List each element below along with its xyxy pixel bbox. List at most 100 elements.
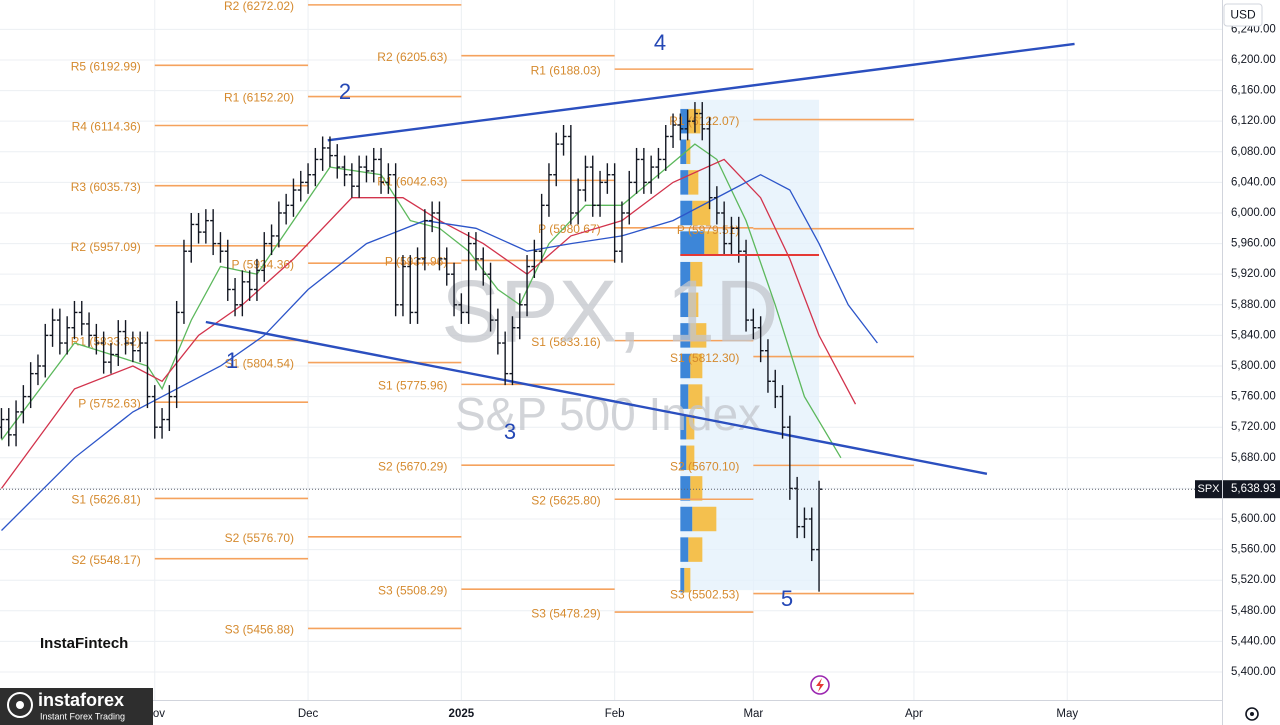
pivot-label: S3 (5456.88) [225, 623, 294, 637]
pivot-label: S1 (5775.96) [378, 379, 447, 393]
symbol-label: SPX [1197, 483, 1220, 495]
volume-up [680, 292, 689, 318]
y-tick-label: 5,840.00 [1231, 329, 1276, 341]
brand-icon-center [16, 701, 24, 709]
pivot-label: S2 (5670.10) [670, 460, 739, 474]
moving-average [1, 173, 878, 531]
pivot-label: S1 (5833.16) [531, 335, 600, 349]
brand-tagline: Instant Forex Trading [40, 711, 125, 721]
x-tick-label: Dec [298, 708, 319, 720]
y-tick-label: 5,960.00 [1231, 238, 1276, 250]
volume-down [690, 261, 703, 287]
pivot-label: R1 (6122.07) [669, 114, 739, 128]
watermark: SPX, 1D S&P 500 Index [441, 261, 778, 440]
settings-icon[interactable] [1245, 707, 1259, 721]
y-tick-label: 5,480.00 [1231, 605, 1276, 617]
y-tick-label: 6,120.00 [1231, 115, 1276, 127]
wave-label: 2 [339, 79, 351, 104]
currency[interactable]: USD [1230, 8, 1256, 22]
pivot-label: S1 (5804.54) [225, 357, 294, 371]
plot-front: 1 2 3 4 5 [0, 30, 1196, 611]
volume-down [690, 353, 703, 379]
pivot-label: R1 (6042.63) [377, 175, 447, 189]
y-tick-label: 5,880.00 [1231, 299, 1276, 311]
pivot-label: S3 (5478.29) [531, 606, 600, 620]
fintech-logo: InstaFintech [40, 635, 128, 652]
volume-down [686, 414, 695, 440]
last-price-tag [1223, 480, 1280, 499]
pivot-label: P (5752.63) [78, 396, 141, 410]
volume-up [680, 537, 689, 562]
trendline [327, 42, 1075, 142]
y-tick-label: 5,680.00 [1231, 452, 1276, 464]
trendline [205, 320, 988, 476]
volume-down [684, 567, 691, 593]
volume-down [688, 292, 699, 318]
price-axis-panel [1222, 0, 1280, 725]
volume-down [688, 537, 703, 562]
plot-back: R5 (6192.99) R4 (6114.36) R3 (6035.73) R2 (… [0, 0, 1222, 700]
volume-down [692, 200, 711, 226]
y-tick-label: 5,520.00 [1231, 574, 1276, 586]
pivot-label: R5 (6192.99) [71, 60, 141, 74]
gear-inner[interactable] [1250, 712, 1254, 716]
x-tick-label: Feb [605, 708, 625, 720]
watermark-name: S&P 500 Index [455, 388, 761, 440]
volume-up [680, 445, 687, 471]
wave-label: 1 [226, 348, 238, 373]
volume-up [680, 170, 689, 195]
pivot-label: S3 (5502.53) [670, 588, 739, 602]
y-tick-label: 5,800.00 [1231, 360, 1276, 372]
y-tick-label: 5,760.00 [1231, 391, 1276, 403]
moving-average [0, 158, 857, 489]
volume-up [680, 108, 689, 134]
gear-outer[interactable] [1245, 707, 1259, 721]
x-tick-label: Apr [905, 708, 923, 720]
y-tick-label: 6,040.00 [1231, 176, 1276, 188]
volume-up [680, 139, 687, 165]
alert-bolt[interactable] [816, 678, 824, 692]
volume-up [680, 476, 691, 501]
pivot-label: S2 (5625.80) [531, 493, 600, 507]
pivot-label: P (5934.36) [232, 257, 295, 271]
y-tick-label: 5,600.00 [1231, 513, 1276, 525]
time-axis-panel [0, 700, 1222, 725]
volume-down [688, 170, 699, 195]
pivot-label: R4 (6114.36) [72, 120, 141, 134]
pivot-label: R1 (6188.03) [531, 63, 601, 77]
last-price-label: 5,638.93 [1231, 483, 1276, 495]
x-tick-label: 2025 [449, 708, 475, 720]
pivot-label: P (5937.96) [385, 255, 448, 269]
volume-up [680, 506, 693, 532]
pivot-label: P (5979.51) [677, 223, 740, 237]
watermark-symbol: SPX, 1D [441, 261, 778, 360]
y-tick-label: 5,560.00 [1231, 544, 1276, 556]
pivot-label: R3 (6035.73) [71, 180, 141, 194]
symbol-tag [1195, 480, 1222, 499]
currency-button[interactable] [1223, 3, 1263, 27]
wave-label: 3 [504, 419, 516, 444]
y-tick-label: 6,200.00 [1231, 54, 1276, 66]
axes: Nov Dec 2025 Feb Mar Apr May5,400.005,440.005,… [145, 23, 1280, 720]
pivot-label: S1 (5812.30) [670, 351, 739, 365]
volume-down [686, 445, 695, 471]
volume-down [690, 476, 703, 501]
volume-down [690, 323, 707, 348]
volume-up [680, 414, 687, 440]
alert-icon[interactable] [810, 675, 830, 695]
volume-down [686, 139, 691, 165]
pivot-label: P (5980.67) [538, 222, 601, 236]
volume-up [680, 261, 691, 287]
y-tick-label: 6,080.00 [1231, 146, 1276, 158]
wave-label: 5 [781, 586, 793, 611]
brand-name: instaforex [38, 690, 124, 710]
y-tick-label: 6,160.00 [1231, 85, 1276, 97]
volume-up [680, 567, 685, 593]
volume-up [680, 353, 691, 379]
y-tick-label: 6,000.00 [1231, 207, 1276, 219]
volume-up [680, 323, 691, 348]
x-tick-label: May [1056, 708, 1078, 720]
pivot-label: R1 (5833.32) [71, 335, 141, 349]
brand-icon [7, 692, 33, 718]
pivot-label: S3 (5508.29) [378, 583, 447, 597]
